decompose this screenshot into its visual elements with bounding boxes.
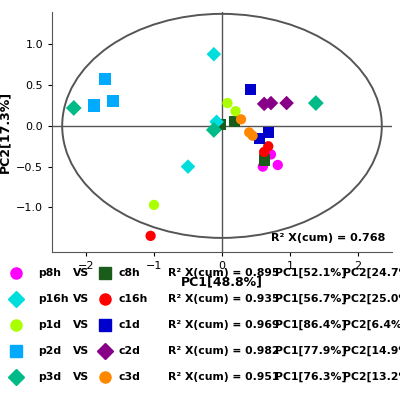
Text: PC1[56.7%]: PC1[56.7%] xyxy=(275,294,346,304)
Point xyxy=(265,129,272,136)
Point xyxy=(218,121,224,127)
Text: VS: VS xyxy=(73,268,90,278)
Point xyxy=(260,164,266,170)
Point xyxy=(151,202,157,208)
Point xyxy=(268,100,274,106)
Text: c3d: c3d xyxy=(119,372,141,382)
Point xyxy=(256,135,262,141)
Point xyxy=(261,157,267,163)
Point xyxy=(261,149,267,155)
Text: c8h: c8h xyxy=(119,268,140,278)
Text: p1d: p1d xyxy=(38,320,61,330)
Text: VS: VS xyxy=(73,320,90,330)
Text: c2d: c2d xyxy=(119,346,141,356)
Y-axis label: PC2[17.3%]: PC2[17.3%] xyxy=(0,91,12,173)
Point xyxy=(147,233,154,239)
Point xyxy=(224,100,231,106)
Point xyxy=(313,100,319,106)
Text: c16h: c16h xyxy=(119,294,148,304)
Text: PC2[6.4%]: PC2[6.4%] xyxy=(342,320,400,330)
Text: R² X(cum) = 0.935: R² X(cum) = 0.935 xyxy=(168,294,280,304)
Text: PC2[25.0%]: PC2[25.0%] xyxy=(342,294,400,304)
Point xyxy=(250,132,256,139)
Text: PC2[13.2%]: PC2[13.2%] xyxy=(342,372,400,382)
Text: PC1[76.3%]: PC1[76.3%] xyxy=(275,372,347,382)
Point xyxy=(70,105,77,111)
Text: VS: VS xyxy=(73,294,90,304)
Text: p2d: p2d xyxy=(38,346,61,356)
Point xyxy=(274,162,281,168)
Text: R² X(cum) = 0.982: R² X(cum) = 0.982 xyxy=(168,346,280,356)
Point xyxy=(91,102,97,109)
Point xyxy=(232,108,239,114)
Point xyxy=(102,76,108,82)
Point xyxy=(211,51,217,58)
Text: c1d: c1d xyxy=(119,320,140,330)
Text: PC2[24.7%]: PC2[24.7%] xyxy=(342,268,400,278)
Point xyxy=(110,98,116,104)
Point xyxy=(213,119,220,125)
Text: PC1[52.1%]: PC1[52.1%] xyxy=(275,268,346,278)
Text: p3d: p3d xyxy=(38,372,61,382)
Text: PC1[86.4%]: PC1[86.4%] xyxy=(275,320,346,330)
Text: R² X(cum) = 0.768: R² X(cum) = 0.768 xyxy=(271,232,385,243)
Text: VS: VS xyxy=(73,372,90,382)
Point xyxy=(185,164,191,170)
Point xyxy=(265,143,272,149)
Text: PC2[14.9%]: PC2[14.9%] xyxy=(342,346,400,356)
Point xyxy=(231,119,238,125)
Text: p8h: p8h xyxy=(38,268,61,278)
Point xyxy=(211,127,217,133)
Text: R² X(cum) = 0.895: R² X(cum) = 0.895 xyxy=(168,268,280,278)
X-axis label: PC1[48.8%]: PC1[48.8%] xyxy=(181,275,263,288)
Point xyxy=(261,101,267,107)
Text: R² X(cum) = 0.969: R² X(cum) = 0.969 xyxy=(168,320,280,330)
Text: VS: VS xyxy=(73,346,90,356)
Point xyxy=(246,129,252,136)
Point xyxy=(283,100,290,106)
Text: p16h: p16h xyxy=(38,294,68,304)
Point xyxy=(268,151,274,158)
Text: R² X(cum) = 0.951: R² X(cum) = 0.951 xyxy=(168,372,280,382)
Point xyxy=(238,116,244,123)
Point xyxy=(247,86,254,92)
Text: PC1[77.9%]: PC1[77.9%] xyxy=(275,346,346,356)
